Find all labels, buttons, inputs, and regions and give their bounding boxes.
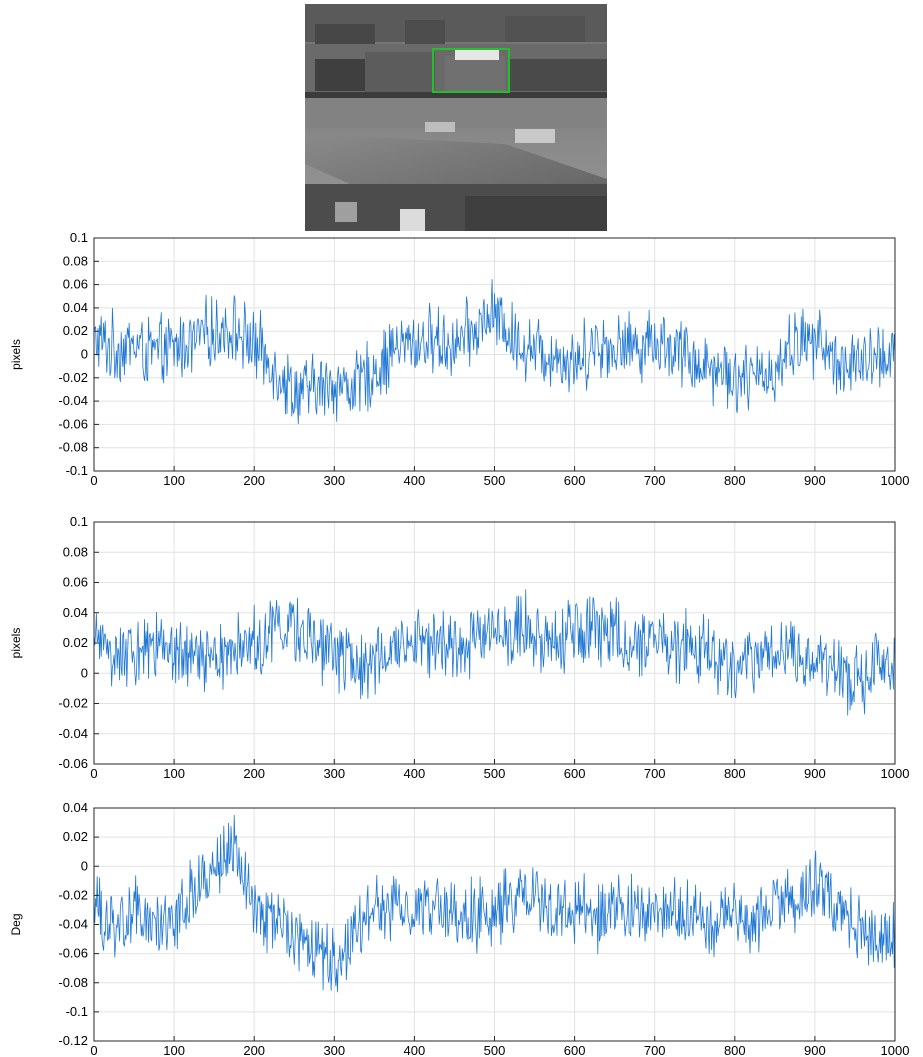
y-tick-label: -0.04 bbox=[58, 917, 88, 932]
x-tick-label: 700 bbox=[644, 473, 666, 488]
y-tick-label: -0.04 bbox=[58, 393, 88, 408]
series-line bbox=[93, 589, 896, 716]
x-tick-label: 900 bbox=[804, 473, 826, 488]
x-tick-label: 0 bbox=[90, 1043, 97, 1057]
y-tick-label: -0.06 bbox=[58, 946, 88, 961]
y-tick-label: 0 bbox=[81, 858, 88, 873]
x-tick-label: 1000 bbox=[881, 1043, 910, 1057]
y-axis-label: Deg bbox=[9, 913, 23, 935]
x-tick-label: 500 bbox=[484, 766, 506, 778]
series-line bbox=[93, 814, 896, 993]
x-tick-label: 700 bbox=[644, 1043, 666, 1057]
x-tick-label: 500 bbox=[484, 1043, 506, 1057]
y-tick-label: -0.08 bbox=[58, 975, 88, 990]
y-tick-label: -0.02 bbox=[58, 696, 88, 711]
x-tick-label: 400 bbox=[404, 766, 426, 778]
chart-3: 0 100 200 300 400 500 600 700 800 900 1000 -0.12 -0.… bbox=[9, 800, 910, 1057]
y-tick-label: 0.1 bbox=[70, 230, 88, 245]
x-tick-label: 400 bbox=[404, 473, 426, 488]
x-tick-label: 400 bbox=[404, 1043, 426, 1057]
x-tick-label: 300 bbox=[323, 1043, 345, 1057]
x-tick-label: 200 bbox=[243, 766, 265, 778]
y-axis-label: pixels bbox=[9, 628, 23, 659]
y-tick-label: -0.08 bbox=[58, 440, 88, 455]
series-line bbox=[93, 279, 896, 425]
x-tick-label: 800 bbox=[724, 766, 746, 778]
x-tick-label: 100 bbox=[163, 766, 185, 778]
x-tick-label: 0 bbox=[90, 473, 97, 488]
y-tick-label: 0 bbox=[81, 347, 88, 362]
y-tick-label: -0.06 bbox=[58, 756, 88, 771]
y-tick-label: 0.08 bbox=[63, 544, 88, 559]
x-tick-label: 200 bbox=[243, 1043, 265, 1057]
x-tick-label: 900 bbox=[804, 766, 826, 778]
x-tick-label: 200 bbox=[243, 473, 265, 488]
x-tick-label: 600 bbox=[564, 473, 586, 488]
y-tick-label: -0.1 bbox=[66, 463, 88, 478]
x-tick-label: 100 bbox=[163, 1043, 185, 1057]
x-tick-label: 700 bbox=[644, 766, 666, 778]
y-tick-label: -0.06 bbox=[58, 416, 88, 431]
x-tick-label: 1000 bbox=[881, 473, 910, 488]
y-tick-label: -0.04 bbox=[58, 726, 88, 741]
x-tick-label: 900 bbox=[804, 1043, 826, 1057]
y-tick-label: -0.02 bbox=[58, 887, 88, 902]
x-tick-label: 800 bbox=[724, 1043, 746, 1057]
x-tick-label: 300 bbox=[323, 473, 345, 488]
x-tick-label: 600 bbox=[564, 766, 586, 778]
y-tick-label: 0 bbox=[81, 665, 88, 680]
chart-2: 0 100 200 300 400 500 600 700 800 900 1000 -0.06 -0.… bbox=[9, 514, 910, 778]
y-tick-label: 0.06 bbox=[63, 575, 88, 590]
y-tick-label: -0.12 bbox=[58, 1033, 88, 1048]
y-tick-label: 0.04 bbox=[63, 800, 88, 815]
x-tick-label: 100 bbox=[163, 473, 185, 488]
y-tick-label: 0.04 bbox=[63, 605, 88, 620]
y-tick-label: 0.02 bbox=[63, 829, 88, 844]
y-tick-label: -0.1 bbox=[66, 1004, 88, 1019]
x-tick-label: 0 bbox=[90, 766, 97, 778]
y-tick-label: 0.02 bbox=[63, 635, 88, 650]
tracking-box bbox=[432, 48, 510, 93]
x-tick-label: 500 bbox=[484, 473, 506, 488]
chart-1: 0 100 200 300 400 500 600 700 800 900 1000 -0.1 -0.0… bbox=[9, 230, 910, 488]
y-tick-label: 0.04 bbox=[63, 300, 88, 315]
y-tick-label: 0.1 bbox=[70, 514, 88, 529]
y-tick-label: -0.02 bbox=[58, 370, 88, 385]
y-tick-label: 0.08 bbox=[63, 253, 88, 268]
x-tick-label: 800 bbox=[724, 473, 746, 488]
y-tick-label: 0.06 bbox=[63, 277, 88, 292]
x-tick-label: 1000 bbox=[881, 766, 910, 778]
thermal-camera-image bbox=[305, 4, 607, 231]
x-tick-label: 300 bbox=[323, 766, 345, 778]
y-axis-label: pixels bbox=[9, 339, 23, 370]
y-tick-label: 0.02 bbox=[63, 323, 88, 338]
x-tick-label: 600 bbox=[564, 1043, 586, 1057]
